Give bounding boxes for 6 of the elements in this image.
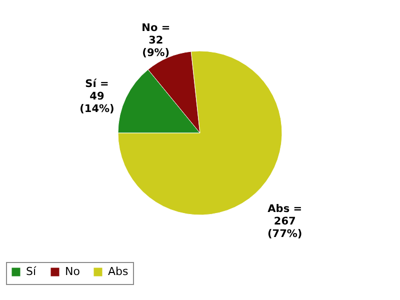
legend-label: Abs	[108, 265, 129, 278]
data-label: No = 32 (9%)	[142, 22, 170, 59]
data-label: Sí = 49 (14%)	[80, 78, 114, 116]
legend-label: No	[65, 265, 80, 278]
data-label: Abs = 267 (77%)	[267, 203, 302, 240]
legend-label: Sí	[26, 265, 37, 278]
